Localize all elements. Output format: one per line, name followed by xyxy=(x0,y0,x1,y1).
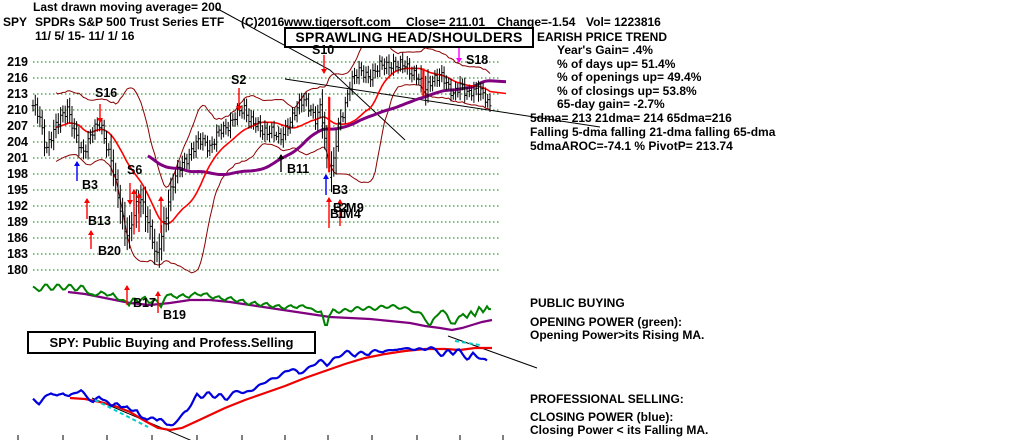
price-axis-label: 216 xyxy=(7,71,28,85)
signal-label-b20: B20 xyxy=(98,244,121,258)
signal-label-b2m-9: B2M 9 xyxy=(333,201,364,215)
signal-label-b19: B19 xyxy=(163,308,186,322)
ma-direction-line: Falling 5-dma falling 21-dma falling 65-… xyxy=(530,125,776,139)
price-axis-label: 210 xyxy=(7,103,28,117)
close-value: Close= 211.01 xyxy=(406,15,486,29)
price-axis-label: 219 xyxy=(7,55,28,69)
price-axis-label: 201 xyxy=(7,151,28,165)
stats-block: Year's Gain= .4%% of days up= 51.4%% of … xyxy=(557,43,702,112)
signal-label-b3: B3 xyxy=(82,178,98,192)
closing-power-title: CLOSING POWER (blue): xyxy=(530,410,674,424)
opening-power-title: OPENING POWER (green): xyxy=(530,315,683,329)
stat-line: % of days up= 51.4% xyxy=(557,56,676,71)
copyright-text: (C)2016 xyxy=(241,15,285,29)
panel2-title-box: SPY: Public Buying and Profess.Selling xyxy=(27,331,316,354)
price-axis-label: 198 xyxy=(7,167,28,181)
price-axis-label: 192 xyxy=(7,199,28,213)
date-range: 11/ 5/ 15- 11/ 1/ 16 xyxy=(35,29,135,43)
price-axis-label: 204 xyxy=(7,135,28,149)
volume-value: Vol= 1223816 xyxy=(586,15,661,29)
signal-label-b13: B13 xyxy=(88,214,111,228)
price-axis-label: 195 xyxy=(7,183,28,197)
opening-power-desc: Opening Power>its Rising MA. xyxy=(530,328,705,342)
stat-line: % of closings up= 53.8% xyxy=(557,83,697,98)
closing-power-desc: Closing Power < its Falling MA. xyxy=(530,423,709,437)
price-axis-label: 189 xyxy=(7,215,28,229)
price-axis-label: 180 xyxy=(7,263,28,277)
signal-label-b17: B17 xyxy=(133,296,156,310)
professional-selling-title: PROFESSIONAL SELLING: xyxy=(530,392,684,406)
signal-label-s6: S6 xyxy=(127,163,143,177)
change-value: Change=-1.54 xyxy=(497,15,576,29)
price-axis-label: 183 xyxy=(7,247,28,261)
pattern-label-box: SPRAWLING HEAD/SHOULDERS xyxy=(284,27,534,48)
stat-line: 65-day gain= -2.7% xyxy=(557,97,665,112)
signal-label-b3: B3 xyxy=(332,183,348,197)
security-name: SPDRs S&P 500 Trust Series ETF xyxy=(35,15,225,29)
signal-label-s10: S10 xyxy=(312,43,335,57)
trend-note: EARISH PRICE TREND xyxy=(537,30,668,44)
signal-label-b11: B11 xyxy=(287,162,310,176)
aroc-pivot-line: 5dmaAROC=-74.1 % PivotP= 213.74 xyxy=(530,139,733,153)
signal-label-s2: S2 xyxy=(231,73,247,87)
price-axis-label: 207 xyxy=(7,119,28,133)
tigersoft-link[interactable]: www.tigersoft.com xyxy=(284,15,391,29)
signal-label-s16: S16 xyxy=(95,86,118,100)
ma-values-line: 5dma= 213 21dma= 214 65dma=216 xyxy=(530,111,732,125)
stat-line: % of openings up= 49.4% xyxy=(557,70,702,85)
ticker-symbol: SPY xyxy=(3,15,28,29)
stat-line: Year's Gain= .4% xyxy=(557,43,653,57)
signal-label-s18: S18 xyxy=(466,53,489,67)
header-line: SPY SPDRs S&P 500 Trust Series ETF (C)20… xyxy=(0,16,1024,30)
signal-label-b1m-4: B1M 4 xyxy=(330,207,361,221)
ma-note: Last drawn moving average= 200 xyxy=(33,0,222,14)
price-axis-label: 186 xyxy=(7,231,28,245)
public-buying-title: PUBLIC BUYING xyxy=(530,296,625,310)
price-axis-label: 213 xyxy=(7,87,28,101)
